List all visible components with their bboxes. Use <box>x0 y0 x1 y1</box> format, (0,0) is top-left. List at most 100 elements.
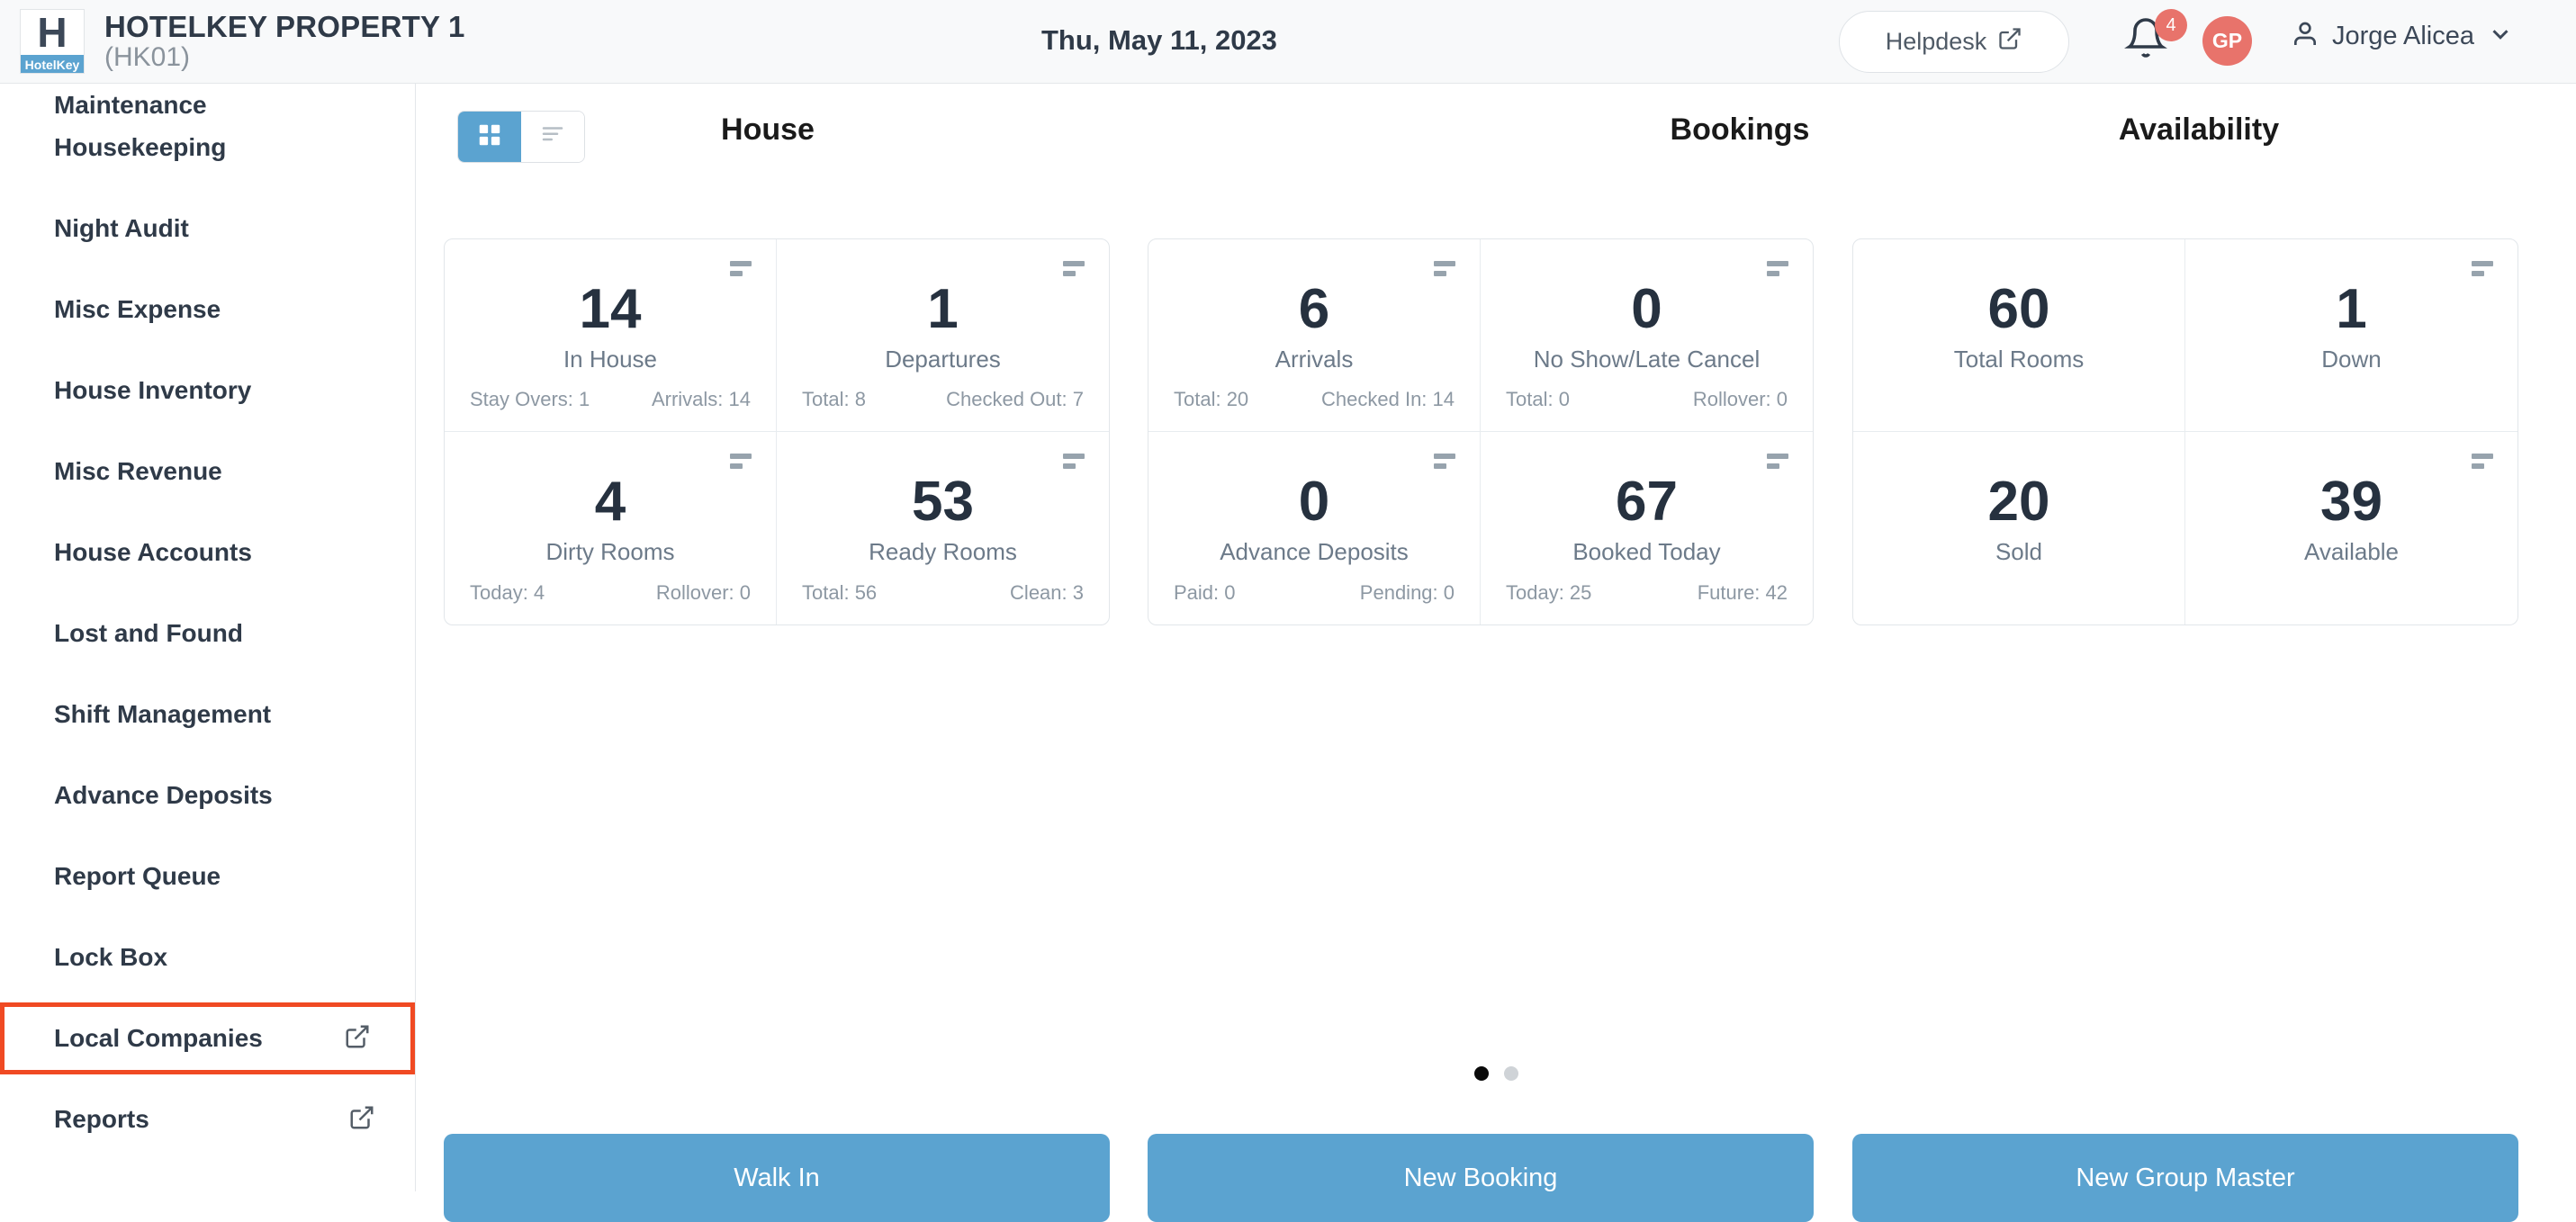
notification-badge: 4 <box>2155 9 2187 41</box>
stat-foot-left: Paid: 0 <box>1174 581 1236 604</box>
grid-icon <box>476 121 503 153</box>
card-menu-icon[interactable] <box>1434 454 1455 469</box>
stat-card-body: 6 Arrivals <box>1148 277 1480 373</box>
helpdesk-button[interactable]: Helpdesk <box>1839 11 2069 73</box>
stat-foot-left: Stay Overs: 1 <box>470 388 590 410</box>
card-menu-icon[interactable] <box>1767 454 1788 469</box>
sidebar-item-shift-management[interactable]: Shift Management <box>0 674 415 755</box>
stat-card-advance-deposits[interactable]: 0 Advance Deposits Paid: 0 Pending: 0 <box>1148 432 1481 624</box>
sidebar-item-label: Lock Box <box>54 943 168 971</box>
user-icon <box>2291 20 2319 53</box>
stat-card-total-rooms[interactable]: 60 Total Rooms <box>1853 239 2185 432</box>
avatar[interactable]: GP <box>2202 16 2252 66</box>
card-menu-icon[interactable] <box>730 261 752 276</box>
stat-label: Arrivals <box>1274 346 1354 373</box>
property-name: HOTELKEY PROPERTY 1 <box>104 9 465 43</box>
card-menu-icon[interactable] <box>2472 261 2493 276</box>
stat-card-departures[interactable]: 1 Departures Total: 8 Checked Out: 7 <box>777 239 1109 432</box>
stat-foot-left: Today: 4 <box>470 581 545 604</box>
sidebar-item-label: House Accounts <box>54 538 252 566</box>
walk-in-button[interactable]: Walk In <box>444 1134 1110 1222</box>
list-view-button[interactable] <box>521 112 584 162</box>
stat-card-ready-rooms[interactable]: 53 Ready Rooms Total: 56 Clean: 3 <box>777 432 1109 624</box>
stat-card-sold[interactable]: 20 Sold <box>1853 432 2185 624</box>
stat-value: 60 <box>1987 278 2050 340</box>
sidebar-item-label: Misc Revenue <box>54 457 222 485</box>
stat-label: Booked Today <box>1572 538 1721 565</box>
sidebar-item-lost-and-found[interactable]: Lost and Found <box>0 593 415 674</box>
card-menu-icon[interactable] <box>730 454 752 469</box>
grid-view-button[interactable] <box>458 112 521 162</box>
stat-foot-left: Total: 56 <box>802 581 878 604</box>
stat-value: 1 <box>2336 278 2367 340</box>
card-menu-icon[interactable] <box>1063 261 1085 276</box>
list-icon <box>539 121 566 153</box>
stat-card-body: 60 Total Rooms <box>1853 277 2184 373</box>
user-name: Jorge Alicea <box>2332 22 2474 50</box>
sidebar-item-label: Shift Management <box>54 700 272 728</box>
stat-card-down[interactable]: 1 Down <box>2185 239 2517 432</box>
sidebar-item-report-queue[interactable]: Report Queue <box>0 836 415 917</box>
stat-card-footer: Stay Overs: 1 Arrivals: 14 <box>470 388 751 411</box>
stat-card-footer: Total: 0 Rollover: 0 <box>1506 388 1788 411</box>
stat-value: 39 <box>2320 471 2382 533</box>
notifications-button[interactable]: 4 <box>2124 9 2187 68</box>
sidebar-item-label: Misc Expense <box>54 295 221 323</box>
sidebar-item-housekeeping[interactable]: Housekeeping <box>0 107 415 188</box>
stat-value: 53 <box>912 471 974 533</box>
sidebar-item-advance-deposits[interactable]: Advance Deposits <box>0 755 415 836</box>
stat-foot-right: Arrivals: 14 <box>651 388 751 410</box>
pagination-dot[interactable] <box>1474 1066 1489 1081</box>
sidebar-item-house-inventory[interactable]: House Inventory <box>0 350 415 431</box>
sidebar-item-night-audit[interactable]: Night Audit <box>0 188 415 269</box>
stat-foot-right: Checked Out: 7 <box>946 388 1084 410</box>
sidebar-item-maintenance[interactable]: Maintenance <box>0 84 415 119</box>
stat-label: Advance Deposits <box>1220 538 1409 565</box>
chevron-down-icon <box>2487 21 2514 52</box>
section-title-availability: Availability <box>2118 112 2280 147</box>
stat-label: No Show/Late Cancel <box>1533 346 1761 373</box>
sidebar-item-lock-box[interactable]: Lock Box <box>0 917 415 998</box>
property-block: HOTELKEY PROPERTY 1 (HK01) <box>104 11 465 72</box>
view-toggle <box>457 111 585 163</box>
stat-label: In House <box>563 346 658 373</box>
sidebar-item-misc-revenue[interactable]: Misc Revenue <box>0 431 415 512</box>
stat-card-body: 67 Booked Today <box>1481 470 1813 566</box>
stat-card-in-house[interactable]: 14 In House Stay Overs: 1 Arrivals: 14 <box>445 239 777 432</box>
stat-card-body: 1 Departures <box>777 277 1109 373</box>
stat-card-arrivals[interactable]: 6 Arrivals Total: 20 Checked In: 14 <box>1148 239 1481 432</box>
card-menu-icon[interactable] <box>1063 454 1085 469</box>
stat-card-dirty-rooms[interactable]: 4 Dirty Rooms Today: 4 Rollover: 0 <box>445 432 777 624</box>
property-code: (HK01) <box>104 41 191 72</box>
new-group-master-button[interactable]: New Group Master <box>1852 1134 2518 1222</box>
card-menu-icon[interactable] <box>1434 261 1455 276</box>
stat-card-booked-today[interactable]: 67 Booked Today Today: 25 Future: 42 <box>1481 432 1813 624</box>
toolbar: House Bookings Availability <box>417 84 2576 183</box>
stat-foot-left: Total: 0 <box>1506 388 1570 410</box>
card-menu-icon[interactable] <box>1767 261 1788 276</box>
stat-foot-left: Total: 8 <box>802 388 866 410</box>
stat-card-body: 39 Available <box>2185 470 2517 566</box>
stat-card-available[interactable]: 39 Available <box>2185 432 2517 624</box>
stat-label: Sold <box>1995 538 2043 565</box>
card-menu-icon[interactable] <box>2472 454 2493 469</box>
stat-value: 0 <box>1298 471 1330 533</box>
stat-label: Departures <box>885 346 1001 373</box>
stat-label: Down <box>2321 346 2382 373</box>
sidebar-item-reports[interactable]: Reports <box>0 1079 415 1160</box>
sidebar-item-house-accounts[interactable]: House Accounts <box>0 512 415 593</box>
sidebar-item-local-companies[interactable]: Local Companies <box>0 1002 415 1074</box>
user-menu[interactable]: Jorge Alicea <box>2291 20 2514 53</box>
business-date: Thu, May 11, 2023 <box>1041 24 1277 56</box>
stat-label: Available <box>2303 538 2400 565</box>
sidebar-item-label: Maintenance <box>54 91 207 119</box>
logo-letter-icon: H <box>37 9 68 56</box>
external-link-icon <box>348 1104 375 1136</box>
stat-foot-right: Future: 42 <box>1697 581 1788 604</box>
pagination-dot[interactable] <box>1504 1066 1518 1081</box>
stat-label: Ready Rooms <box>869 538 1017 565</box>
sidebar-item-misc-expense[interactable]: Misc Expense <box>0 269 415 350</box>
new-booking-button[interactable]: New Booking <box>1148 1134 1814 1222</box>
stat-value: 4 <box>594 471 626 533</box>
stat-card-no-show-late-cancel[interactable]: 0 No Show/Late Cancel Total: 0 Rollover: 0 <box>1481 239 1813 432</box>
